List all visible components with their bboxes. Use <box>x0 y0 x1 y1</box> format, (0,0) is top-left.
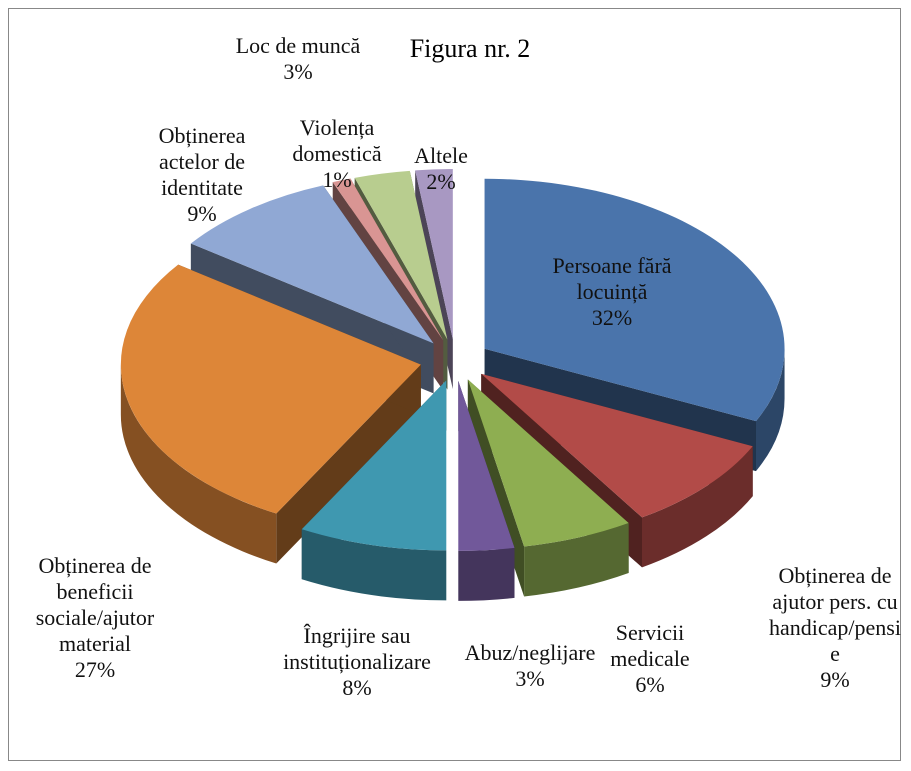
category-label: Servicii medicale <box>610 620 690 671</box>
category-label: Persoane fără locuință <box>552 253 672 304</box>
slice-wall <box>642 446 753 568</box>
value-label: 3% <box>515 666 545 691</box>
category-label: Altele <box>414 143 468 168</box>
data-label: Îngrijire sau instituționalizare 8% <box>282 623 432 701</box>
chart-title: Figura nr. 2 <box>409 34 531 63</box>
slice-wall <box>458 547 515 601</box>
data-label: Abuz/neglijare 3% <box>460 640 600 692</box>
slice <box>190 185 434 344</box>
slice <box>481 373 753 518</box>
data-label: Obținerea de ajutor pers. cu handicap/pe… <box>765 563 905 693</box>
value-label: 27% <box>74 657 116 682</box>
slice-side <box>276 364 421 564</box>
category-label: Violența domestică <box>292 115 382 166</box>
slice <box>354 170 448 340</box>
slice <box>467 379 629 547</box>
category-label: Abuz/neglijare <box>464 640 596 665</box>
category-label: Obținerea de beneficii sociale/ajutor ma… <box>35 553 155 656</box>
value-label: 3% <box>283 59 313 84</box>
chart-frame <box>8 8 901 761</box>
slice <box>484 178 785 422</box>
value-label: 9% <box>820 667 850 692</box>
data-label: Obținerea de beneficii sociale/ajutor ma… <box>8 553 183 683</box>
category-label: Obținerea de ajutor pers. cu handicap/pe… <box>769 563 901 666</box>
data-label: Obținerea actelor de identitate 9% <box>147 123 257 227</box>
data-label: Loc de muncă 3% <box>218 33 378 85</box>
slice-wall <box>755 348 785 472</box>
data-label: Servicii medicale 6% <box>600 620 700 698</box>
value-label: 1% <box>322 167 352 192</box>
value-label: 6% <box>635 672 665 697</box>
slice <box>458 380 515 551</box>
category-label: Îngrijire sau instituționalizare <box>283 623 431 674</box>
category-label: Loc de muncă <box>235 33 361 58</box>
slice <box>332 178 444 341</box>
category-label: Obținerea actelor de identitate <box>158 123 246 200</box>
slice <box>301 380 447 551</box>
value-label: 9% <box>187 201 217 226</box>
slice <box>415 169 453 340</box>
value-label: 8% <box>342 675 372 700</box>
data-label: Altele 2% <box>401 143 481 195</box>
data-label: Persoane fără locuință 32% <box>537 253 687 331</box>
value-label: 2% <box>426 169 456 194</box>
slice-wall <box>120 364 277 564</box>
value-label: 32% <box>591 305 633 330</box>
slice-wall <box>524 523 629 597</box>
slice <box>120 264 421 514</box>
slice-wall <box>301 529 447 601</box>
data-label: Violența domestică 1% <box>287 115 387 193</box>
